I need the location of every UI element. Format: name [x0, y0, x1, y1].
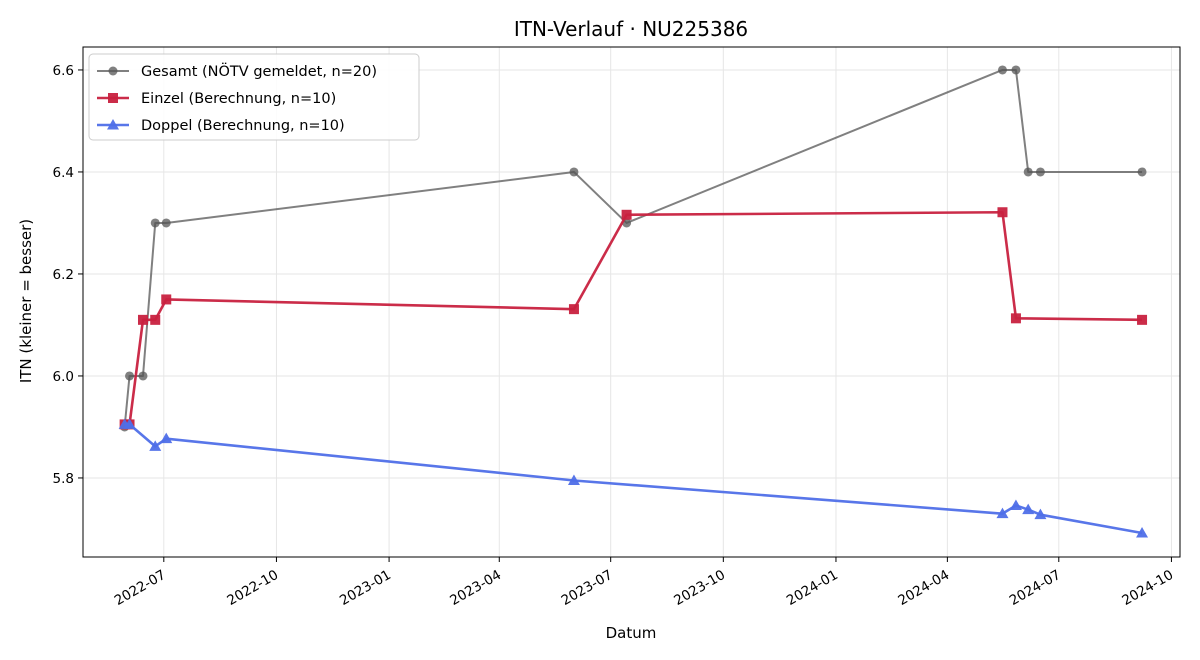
data-point — [1009, 499, 1022, 510]
data-point — [1137, 167, 1147, 177]
data-point — [1035, 167, 1045, 177]
data-point — [161, 218, 171, 228]
data-point — [137, 314, 148, 325]
y-tick-label: 6.2 — [53, 267, 74, 283]
x-tick-label: 2023-01 — [337, 567, 394, 609]
data-point — [161, 294, 172, 305]
legend-label: Gesamt (NÖTV gemeldet, n=20) — [141, 62, 377, 80]
series-line — [124, 423, 1143, 535]
data-point — [997, 207, 1008, 218]
data-point — [569, 167, 579, 177]
y-axis: 5.8 6.0 6.2 6.4 6.6 — [53, 63, 83, 487]
x-axis: 2022-07 2022-10 2023-01 2023-04 2023-07 2023-… — [112, 557, 1176, 609]
data-point — [150, 218, 160, 228]
x-tick-label: 2024-07 — [1007, 567, 1064, 609]
y-tick-label: 6.4 — [53, 165, 74, 181]
x-tick-label: 2024-10 — [1119, 567, 1176, 609]
x-tick-label: 2023-10 — [671, 567, 728, 609]
chart-title: ITN-Verlauf · NU225386 — [514, 17, 748, 41]
data-point — [1010, 313, 1021, 324]
data-point — [1022, 503, 1035, 515]
plot-frame — [82, 46, 1181, 558]
grid-layer — [83, 47, 1180, 557]
y-tick-label: 6.0 — [53, 369, 74, 385]
x-tick-label: 2022-10 — [224, 567, 281, 609]
data-point — [125, 371, 135, 381]
data-point — [123, 418, 136, 429]
legend-swatch-marker — [108, 93, 118, 103]
x-axis-label: Datum — [606, 624, 657, 642]
x-tick-label: 2022-07 — [112, 567, 169, 609]
data-point — [997, 65, 1007, 75]
series-1 — [119, 207, 1148, 430]
series-2 — [118, 418, 1149, 538]
x-tick-label: 2023-04 — [447, 567, 504, 609]
data-point — [1011, 65, 1021, 75]
data-point — [150, 314, 161, 325]
y-tick-label: 6.6 — [53, 63, 74, 79]
series-layer — [118, 65, 1149, 538]
data-point — [996, 507, 1009, 519]
data-point — [567, 474, 580, 485]
data-point — [1136, 527, 1149, 538]
legend: Gesamt (NÖTV gemeldet, n=20) Einzel (Bere… — [88, 53, 420, 141]
data-point — [149, 440, 162, 451]
legend-swatch-marker — [107, 119, 119, 130]
data-point — [1034, 508, 1047, 520]
series-line — [124, 210, 1143, 426]
y-tick-label: 5.8 — [53, 471, 74, 487]
data-point — [160, 432, 173, 444]
legend-box — [88, 53, 420, 141]
x-tick-label: 2023-07 — [559, 567, 616, 609]
legend-swatch-marker — [108, 66, 118, 76]
data-point — [1137, 314, 1148, 325]
data-point — [621, 209, 632, 220]
x-tick-label: 2024-04 — [895, 567, 952, 609]
data-point — [568, 304, 579, 315]
legend-label: Einzel (Berechnung, n=10) — [141, 91, 336, 107]
y-axis-label: ITN (kleiner = besser) — [17, 219, 35, 383]
legend-label: Doppel (Berechnung, n=10) — [141, 118, 345, 134]
data-point — [1023, 167, 1033, 177]
x-tick-label: 2024-01 — [784, 567, 841, 609]
data-point — [138, 371, 148, 381]
